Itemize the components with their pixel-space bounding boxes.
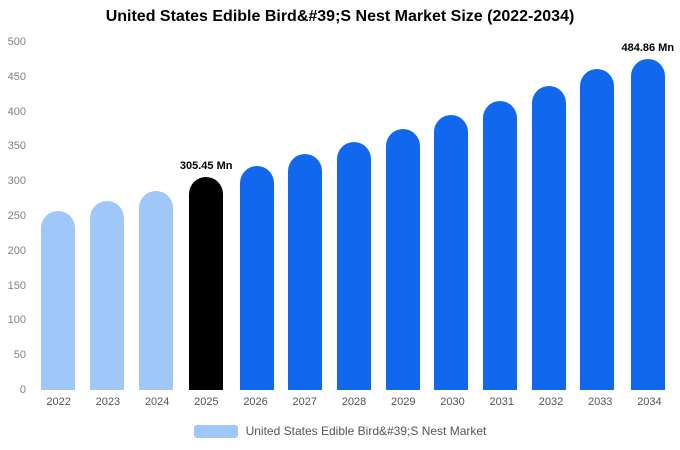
x-tick-label: 2034 [637, 396, 662, 408]
x-tick-label: 2027 [292, 396, 318, 408]
y-tick-label: 500 [7, 36, 26, 48]
x-tick-label: 2026 [243, 396, 268, 408]
x-tick-label: 2032 [538, 396, 564, 408]
bar-2027[interactable] [288, 154, 323, 390]
y-tick-label: 250 [7, 210, 26, 222]
bar-2023[interactable] [89, 201, 124, 390]
x-tick-label: 2022 [46, 396, 71, 408]
bar-column-2023 [83, 42, 132, 390]
x-tick-label: 2029 [391, 396, 416, 408]
x-tick-label: 2028 [341, 396, 367, 408]
x-tick-label: 2023 [95, 396, 121, 408]
bar-column-2031 [476, 42, 525, 390]
y-tick-label: 400 [7, 105, 26, 118]
y-tick-label: 0 [19, 384, 26, 396]
legend-swatch [193, 424, 238, 438]
bar-column-2033 [573, 42, 622, 390]
bar-column-2028 [330, 42, 379, 390]
bar-2033[interactable] [580, 69, 615, 390]
y-tick-label: 100 [7, 314, 26, 327]
bar-column-2032 [524, 42, 573, 390]
bar-2028[interactable] [337, 142, 372, 390]
bar-2029[interactable] [385, 128, 420, 390]
bar-value-label: 484.86 Mn [621, 42, 675, 54]
bar-column-2029 [378, 42, 427, 390]
y-tick-label: 450 [7, 70, 26, 83]
bar-2022[interactable] [41, 210, 76, 390]
y-tick-label: 300 [7, 175, 26, 188]
bar-value-label: 305.45 Mn [179, 160, 233, 173]
bar-2025[interactable] [189, 177, 224, 390]
y-tick-label: 50 [13, 349, 26, 362]
x-tick-label: 2030 [440, 396, 465, 408]
bar-2024[interactable] [138, 191, 173, 390]
legend: United States Edible Bird&#39;S Nest Mar… [0, 424, 680, 438]
bar-column-2030 [427, 42, 476, 390]
chart-title: United States Edible Bird&#39;S Nest Mar… [105, 8, 575, 25]
bar-column-2026 [232, 42, 281, 390]
y-axis: 0 50 100 150 200 250 300 350 400 450 500 [0, 36, 28, 396]
bar-2026[interactable] [239, 166, 274, 390]
bar-2034[interactable] [630, 59, 665, 390]
y-tick-label: 200 [7, 244, 26, 257]
legend-label: United States Edible Bird&#39;S Nest Mar… [245, 424, 487, 438]
x-tick-label: 2033 [587, 396, 613, 408]
y-tick-label: 350 [7, 140, 26, 153]
bar-2031[interactable] [482, 100, 517, 390]
x-axis: 2022 2023 2024 2025 2026 2027 2028 2029 2030 2031… [34, 396, 674, 408]
y-tick-label: 150 [7, 279, 26, 292]
plot-area: 305.45 Mn 484.86 Mn [34, 42, 674, 390]
x-tick-label: 2024 [144, 396, 170, 408]
x-tick-label: 2025 [194, 396, 219, 408]
bar-column-2025: 305.45 Mn [179, 42, 233, 390]
bar-column-2027 [281, 42, 330, 390]
bar-2030[interactable] [434, 115, 469, 390]
bar-column-2034: 484.86 Mn [621, 42, 674, 390]
x-tick-label: 2031 [489, 396, 514, 408]
bar-2032[interactable] [531, 85, 566, 390]
bar-column-2022 [34, 42, 83, 390]
bar-column-2024 [131, 42, 180, 390]
